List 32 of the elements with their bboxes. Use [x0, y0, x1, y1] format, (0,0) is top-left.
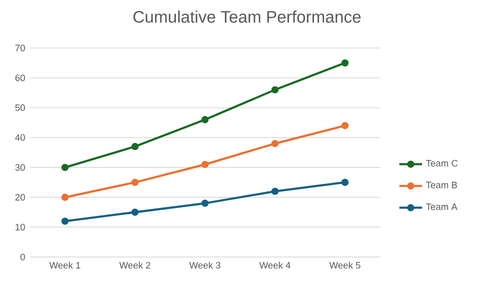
point — [201, 200, 209, 207]
y-tick-label: 70 — [15, 44, 25, 52]
y-tick-label: 60 — [15, 74, 25, 82]
x-tick-label: Week 1 — [49, 262, 80, 269]
x-tick-label: Week 5 — [329, 262, 360, 269]
y-tick-label: 30 — [15, 164, 25, 171]
y-tick-label: 50 — [15, 104, 25, 112]
legend-label: Team B — [426, 182, 457, 188]
chart-title: Cumulative Team Performance — [133, 10, 361, 23]
point — [271, 86, 279, 94]
point — [131, 142, 139, 150]
point — [341, 178, 349, 186]
legend-label: Team A — [426, 204, 458, 210]
y-tick-label: 0 — [20, 254, 25, 260]
y-tick-label: 40 — [15, 134, 25, 141]
x-tick-label: Week 4 — [259, 262, 290, 269]
x-tick-label: Week 2 — [119, 262, 150, 269]
point — [131, 178, 139, 186]
point — [341, 122, 349, 130]
legend-label: Team C — [426, 160, 458, 167]
point — [341, 59, 349, 67]
y-tick-label: 10 — [16, 224, 25, 230]
point — [201, 160, 209, 168]
point — [271, 188, 279, 195]
point — [201, 116, 209, 124]
x-tick-label: Week 3 — [189, 262, 220, 269]
y-tick-label: 20 — [15, 194, 25, 201]
point — [271, 140, 279, 148]
point — [131, 208, 139, 216]
point — [61, 164, 69, 172]
point — [61, 218, 69, 225]
point — [61, 194, 69, 201]
